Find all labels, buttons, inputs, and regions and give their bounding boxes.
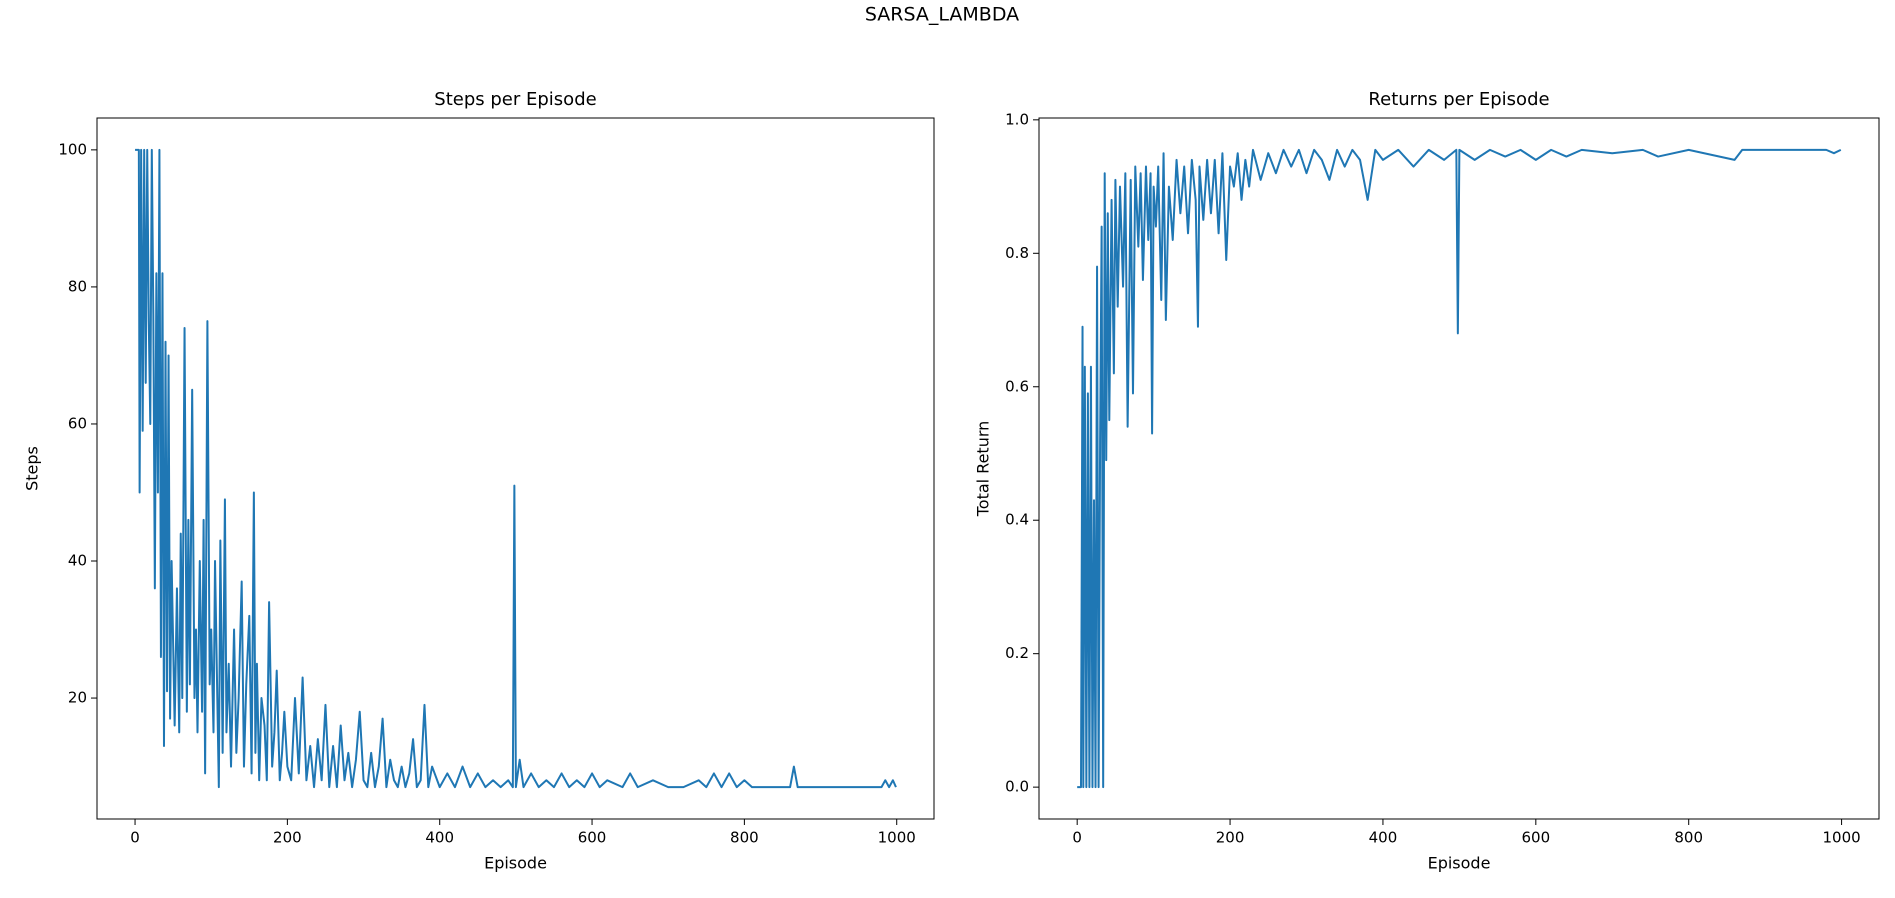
y-tick-label: 60 — [68, 414, 87, 432]
y-axis-label: Steps — [23, 446, 42, 491]
axes-frame — [96, 117, 935, 820]
axes-title: Steps per Episode — [434, 89, 596, 110]
figure-title: SARSA_LAMBDA — [865, 4, 1019, 26]
y-tick-label: 20 — [68, 689, 87, 707]
y-tick-label: 0.4 — [1005, 511, 1029, 529]
y-tick-label: 1.0 — [1005, 110, 1029, 128]
y-tick-label: 0.6 — [1005, 377, 1029, 395]
x-tick-label: 1000 — [878, 829, 916, 847]
axes-title: Returns per Episode — [1368, 89, 1549, 110]
axes-frame — [1038, 117, 1880, 820]
x-tick-label: 600 — [1522, 829, 1551, 847]
x-tick-label: 200 — [273, 829, 302, 847]
y-tick-label: 0.8 — [1005, 244, 1029, 262]
line — [1077, 148, 1842, 789]
y-tick-label: 0.0 — [1005, 778, 1029, 796]
y-axis-label: Total Return — [974, 421, 993, 518]
x-tick-label: 1000 — [1822, 829, 1860, 847]
x-tick-label: 0 — [130, 829, 140, 847]
y-tick-label: 80 — [68, 277, 87, 295]
y-tick-label: 100 — [58, 140, 87, 158]
x-axis-label: Episode — [1428, 854, 1491, 873]
x-tick-label: 800 — [1674, 829, 1703, 847]
x-tick-label: 200 — [1216, 829, 1245, 847]
y-tick-label: 0.2 — [1005, 644, 1029, 662]
line — [135, 148, 897, 789]
x-tick-label: 0 — [1072, 829, 1082, 847]
x-axis-label: Episode — [484, 854, 547, 873]
x-tick-label: 400 — [425, 829, 454, 847]
x-tick-label: 400 — [1369, 829, 1398, 847]
x-tick-label: 800 — [730, 829, 759, 847]
x-tick-label: 600 — [578, 829, 607, 847]
y-tick-label: 40 — [68, 552, 87, 570]
